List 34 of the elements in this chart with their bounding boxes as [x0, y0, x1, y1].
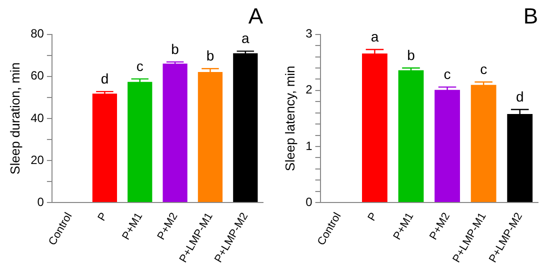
annotation: c [444, 66, 451, 82]
bar [128, 82, 152, 202]
annotation: b [171, 40, 180, 57]
annotation: d [100, 70, 109, 86]
annotation: d [516, 88, 524, 104]
chart-title: B [523, 3, 538, 28]
y-axis-title: Sleep latency, min [282, 66, 298, 172]
bar [434, 90, 460, 202]
chart-title: A [248, 3, 264, 28]
annotation: b [407, 46, 416, 63]
y-tick-label: 3 [306, 26, 313, 41]
annotation: a [242, 30, 250, 46]
annotation: c [480, 60, 488, 77]
bar [233, 53, 258, 202]
bar [162, 64, 188, 202]
bar [362, 53, 388, 202]
bar [398, 70, 424, 202]
annotation: b [206, 48, 214, 64]
y-tick-label: 60 [30, 68, 44, 83]
y-tick-label: 1 [306, 138, 313, 153]
x-tick-label: P [96, 210, 110, 224]
x-tick-label: P [366, 210, 380, 224]
y-tick-label: 0 [37, 194, 44, 209]
annotation: c [136, 58, 144, 74]
annotation: a [370, 28, 379, 44]
y-tick-label: 40 [30, 110, 44, 125]
y-axis-title: Sleep duration, min [7, 62, 22, 174]
y-tick-label: 0 [306, 194, 313, 209]
y-tick-label: 20 [30, 152, 44, 167]
y-tick-label: 80 [30, 26, 44, 41]
bar [470, 84, 496, 202]
y-tick-label: 2 [306, 82, 313, 97]
bar [92, 94, 118, 202]
bar [198, 72, 223, 202]
